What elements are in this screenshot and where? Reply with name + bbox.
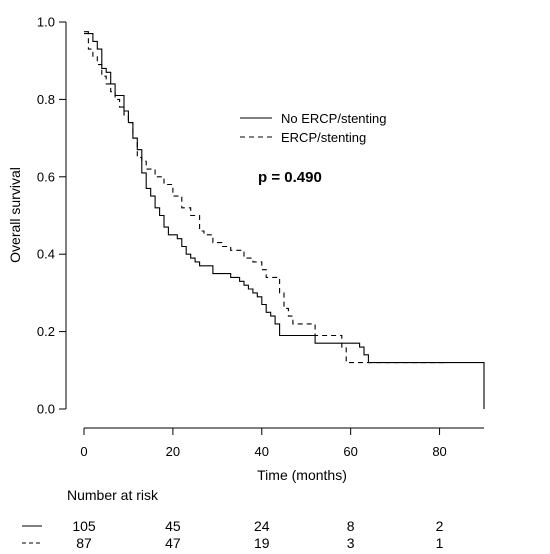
survival-curve-ercp: [84, 33, 449, 364]
risk-table-cells: 105 45 24 8 2 87 47 19 3 1: [72, 518, 443, 551]
risk-count-cell: 8: [347, 518, 355, 534]
risk-table: Number at risk 105 45 24 8 2 87 47 19 3 1: [22, 487, 444, 551]
survival-curves: [84, 31, 485, 409]
risk-count-cell: 2: [436, 518, 444, 534]
risk-table-title: Number at risk: [67, 487, 159, 503]
p-value-annotation: p = 0.490: [258, 169, 322, 186]
x-tick-label: 40: [255, 444, 269, 459]
y-tick-label: 0.6: [37, 169, 55, 184]
y-axis-ticks: 0.0 0.2 0.4 0.6 0.8 1.0: [37, 15, 66, 417]
legend-label-ercp: ERCP/stenting: [281, 130, 366, 145]
y-tick-label: 0.0: [37, 402, 55, 417]
x-tick-label: 0: [80, 444, 87, 459]
risk-count-cell: 45: [165, 518, 181, 534]
x-axis-ticks: 0 20 40 60 80: [80, 428, 447, 459]
risk-count-cell: 1: [436, 535, 444, 551]
x-tick-label: 80: [432, 444, 446, 459]
x-tick-label: 20: [166, 444, 180, 459]
plot-area: 0.0 0.2 0.4 0.6 0.8 1.0 0 20 40 60 80: [37, 15, 485, 459]
legend: No ERCP/stenting ERCP/stenting: [240, 111, 387, 145]
risk-count-cell: 105: [72, 518, 96, 534]
risk-count-cell: 3: [347, 535, 355, 551]
y-axis-title: Overall survival: [7, 167, 23, 263]
y-tick-label: 0.4: [37, 247, 55, 262]
legend-label-no-ercp: No ERCP/stenting: [281, 111, 387, 126]
risk-count-cell: 87: [76, 535, 92, 551]
y-tick-label: 0.2: [37, 324, 55, 339]
y-tick-label: 0.8: [37, 92, 55, 107]
x-axis-title: Time (months): [257, 467, 347, 483]
x-tick-label: 60: [343, 444, 357, 459]
risk-count-cell: 19: [254, 535, 270, 551]
risk-count-cell: 24: [254, 518, 270, 534]
survival-curve-no-ercp: [84, 31, 485, 409]
risk-count-cell: 47: [165, 535, 181, 551]
y-tick-label: 1.0: [37, 15, 55, 30]
